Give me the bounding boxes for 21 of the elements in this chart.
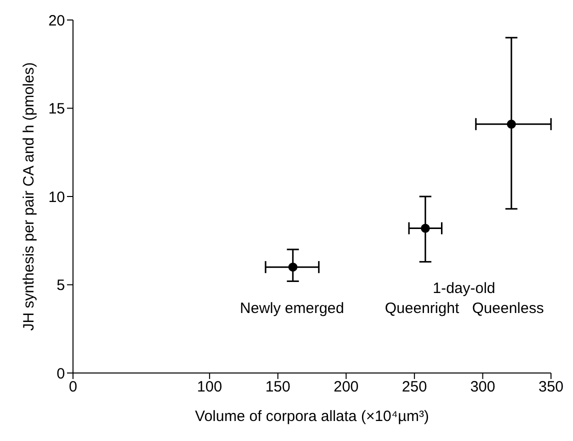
x-tick-label: 0: [68, 378, 78, 396]
point: [506, 120, 516, 129]
annotation: Newly emerged: [240, 300, 344, 317]
y-tick-label: 20: [48, 12, 65, 30]
annotation: 1-day-old: [432, 280, 496, 297]
x-tick-label: 150: [265, 378, 290, 396]
y-tick-label: 0: [56, 365, 65, 382]
y-tick-label: 5: [56, 277, 65, 294]
x-tick-label: 300: [470, 378, 496, 396]
x-tick-label: 200: [334, 378, 359, 396]
x-tick-label: 350: [538, 378, 564, 396]
point: [420, 224, 430, 233]
annotation: Queenless: [472, 300, 544, 317]
annotation: Queenright: [384, 300, 460, 317]
y-tick-label: 15: [48, 100, 65, 118]
y-tick-label: 10: [48, 188, 65, 206]
y-axis-title: JH synthesis per pair CA and h (pmoles): [20, 62, 38, 331]
x-axis-title: Volume of corpora allata (×10⁴µm³): [195, 408, 429, 425]
x-tick-label: 100: [197, 378, 222, 396]
point: [288, 262, 298, 272]
x-tick-label: 250: [402, 378, 427, 396]
